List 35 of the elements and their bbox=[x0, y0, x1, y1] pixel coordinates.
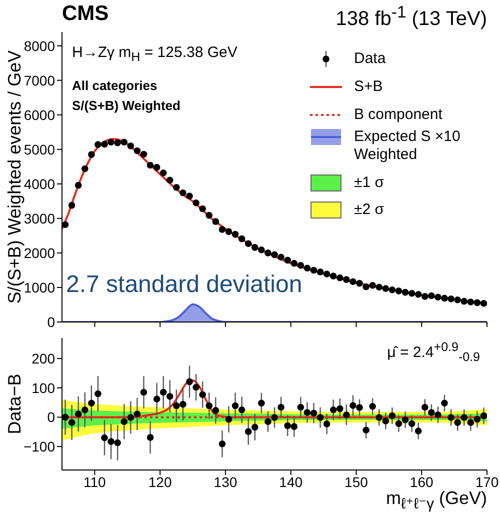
y-tick-label: 5000 bbox=[24, 141, 56, 158]
y-tick-label: −100 bbox=[23, 438, 56, 455]
chart-title: CMS bbox=[62, 2, 109, 25]
legend-label: ±1 σ bbox=[354, 174, 385, 192]
y-tick-label: 7000 bbox=[24, 72, 56, 88]
x-tick-label: 170 bbox=[475, 474, 499, 490]
y-tick-label: 2000 bbox=[24, 244, 56, 261]
annotation: S/(S+B) Weighted bbox=[72, 98, 180, 113]
y-tick-label: 1000 bbox=[24, 279, 56, 296]
y-axis-title: S/(S+B) Weighted events / GeV bbox=[4, 50, 24, 304]
chart-subtitle: 138 fb$^{-1}$ (13 TeV) bbox=[336, 2, 487, 30]
y-axis-title: Data−B bbox=[4, 374, 24, 434]
y-tick-label: 0 bbox=[47, 314, 56, 330]
legend-label: ±2 σ bbox=[354, 201, 385, 219]
y-tick-label: 200 bbox=[32, 350, 56, 367]
legend-label: Expected S ×10 Weighted bbox=[354, 128, 462, 164]
y-tick-label: 4000 bbox=[24, 176, 56, 192]
y-tick-label: 3000 bbox=[24, 210, 56, 226]
x-tick-label: 110 bbox=[84, 474, 106, 490]
annotation: H→Zγ m$_{H}$ = 125.38 GeV bbox=[72, 44, 238, 64]
x-tick-label: 130 bbox=[214, 474, 238, 490]
annotation: All categories bbox=[72, 78, 158, 93]
legend-label: B component bbox=[354, 106, 444, 124]
y-tick-label: 6000 bbox=[24, 106, 56, 123]
y-tick-label: 100 bbox=[32, 380, 56, 396]
x-axis-title: m$_{ℓ⁺ℓ⁻γ}$ (GeV) bbox=[386, 488, 487, 512]
y-tick-label: 8000 bbox=[24, 38, 56, 54]
x-tick-label: 140 bbox=[279, 474, 303, 490]
y-tick-label: 0 bbox=[47, 409, 56, 426]
annotation: 2.7 standard deviation bbox=[66, 271, 302, 298]
x-tick-label: 160 bbox=[410, 474, 434, 490]
x-tick-label: 150 bbox=[344, 474, 368, 490]
legend-label: Data bbox=[354, 50, 387, 68]
x-tick-label: 120 bbox=[148, 474, 172, 490]
legend-label: S+B bbox=[354, 78, 384, 96]
